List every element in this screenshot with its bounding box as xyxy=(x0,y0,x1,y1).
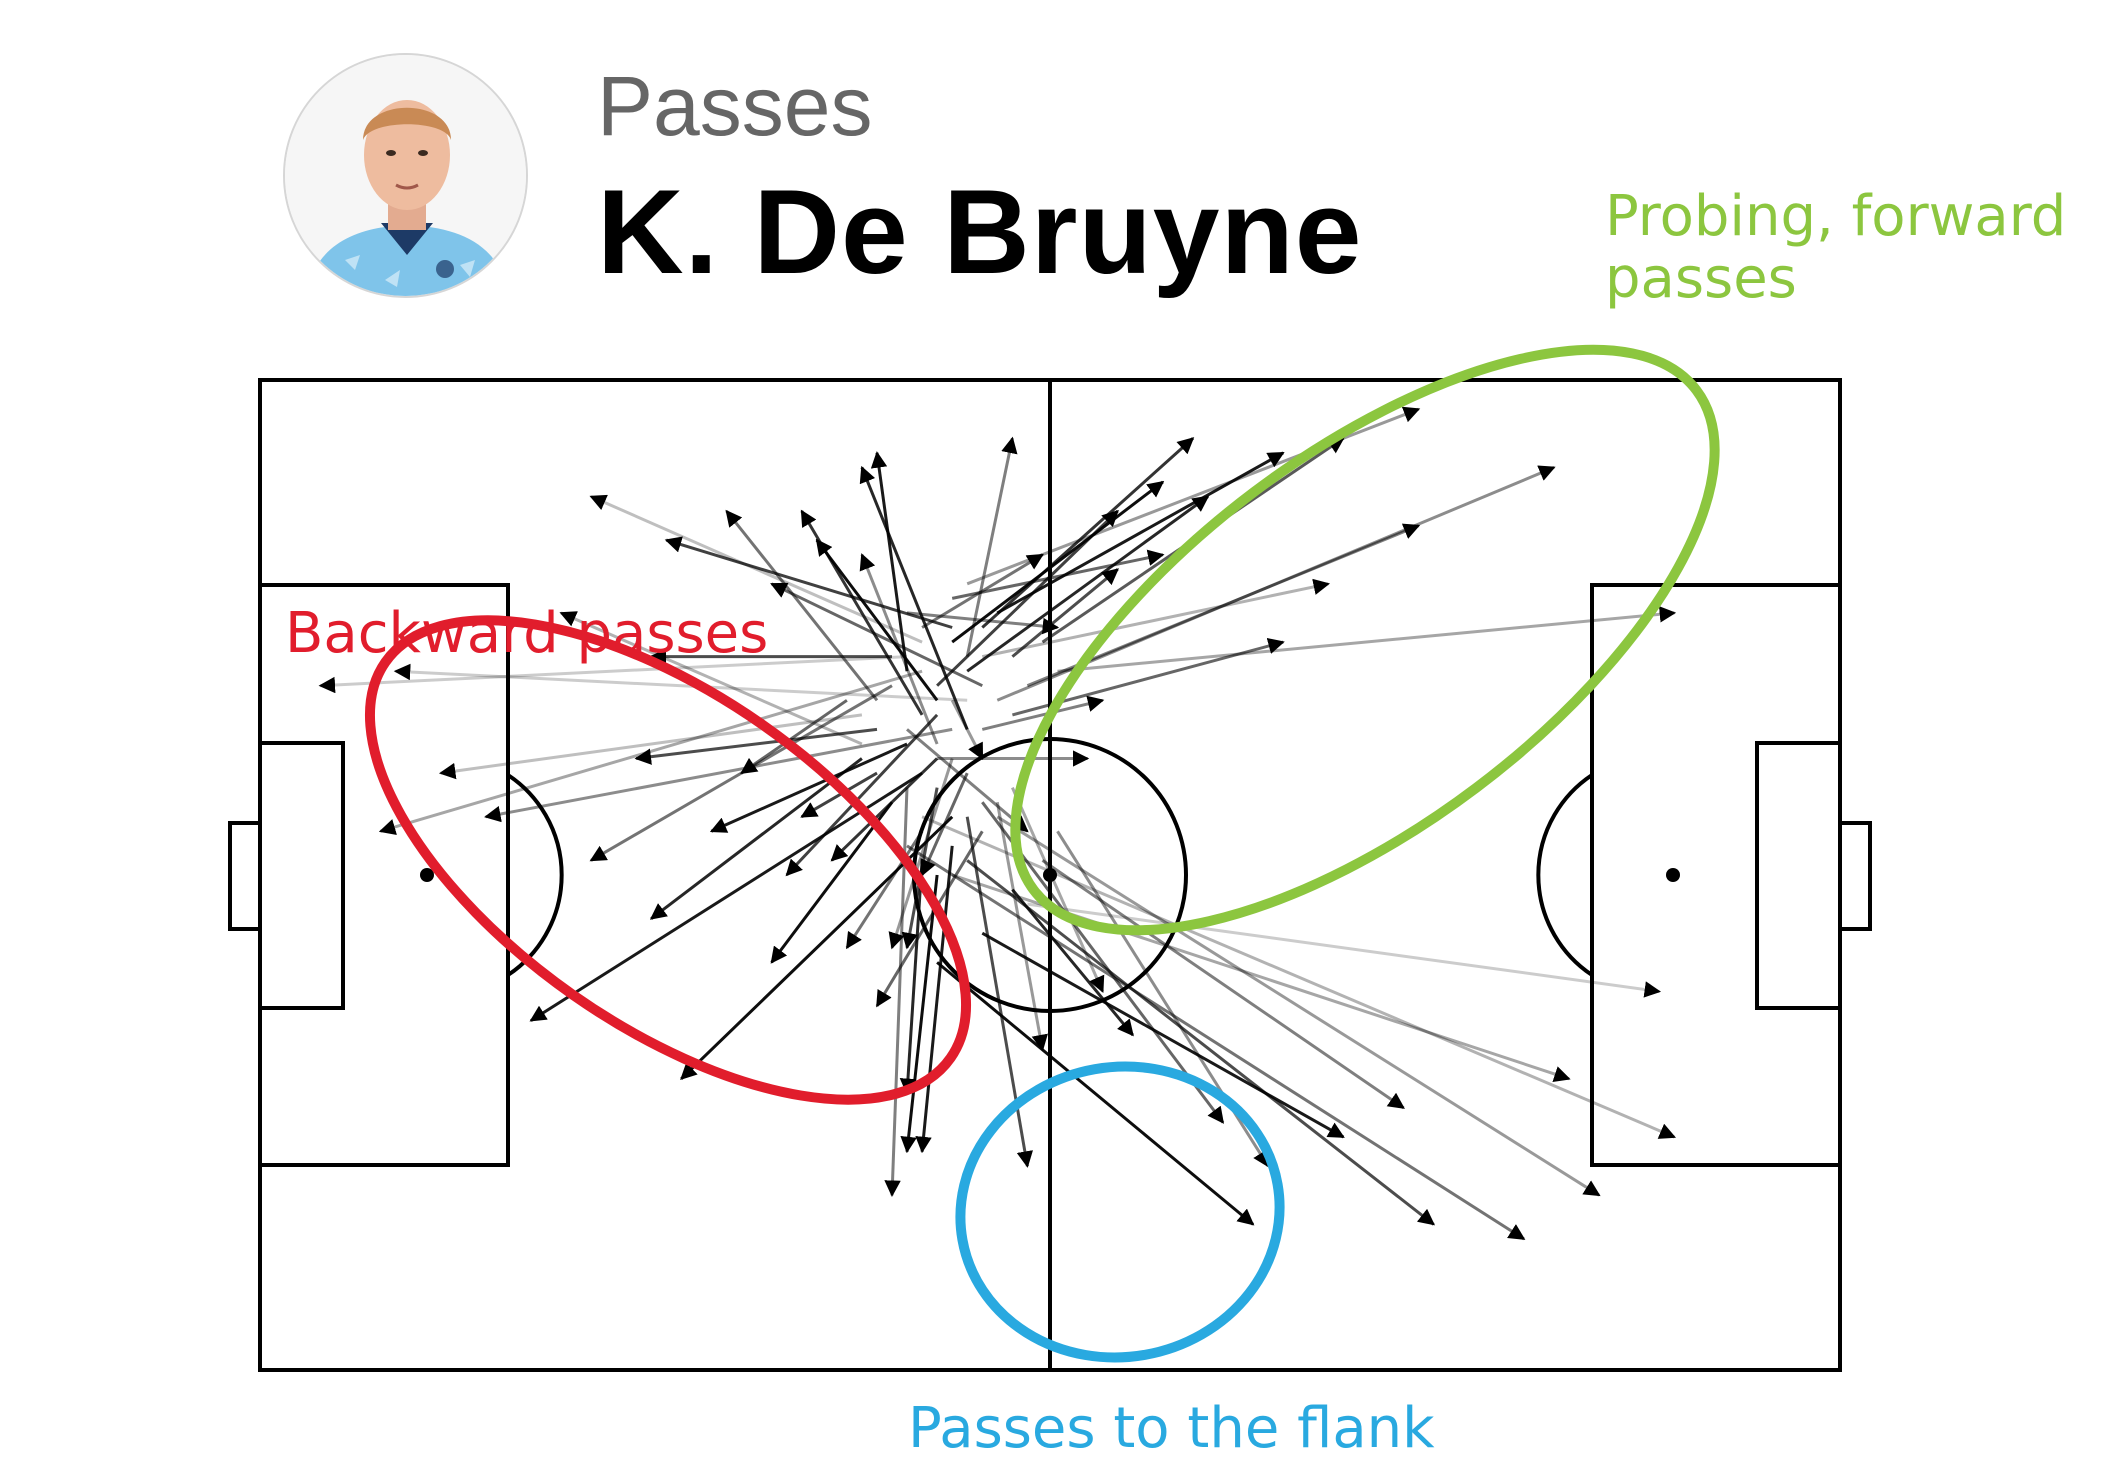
pass-arrow xyxy=(664,536,953,629)
pass-arrow xyxy=(981,437,1195,629)
pass-arrow xyxy=(996,815,1601,1197)
pass-arrow xyxy=(589,684,893,862)
left-goal xyxy=(228,821,262,931)
pass-arrow xyxy=(906,844,1526,1241)
flank-passes-label: Passes to the flank xyxy=(908,1396,1435,1461)
pass-arrow xyxy=(996,451,1285,615)
flank-passes-annotation: Passes to the flank xyxy=(908,1398,1435,1460)
pass-arrow xyxy=(870,451,909,672)
pass-arrow xyxy=(1026,523,1421,688)
pass-arrow xyxy=(770,582,983,688)
pass-arrow xyxy=(951,549,1165,600)
pass-arrow xyxy=(1027,902,1662,998)
pass-arrow xyxy=(1011,568,1119,658)
pass-arrow xyxy=(770,801,894,964)
forward-passes-label-line1: Probing, forward xyxy=(1605,184,2067,249)
pass-arrow xyxy=(845,830,924,950)
pass-arrow xyxy=(800,509,924,716)
pass-arrow xyxy=(920,772,969,877)
pass-arrow xyxy=(378,669,923,836)
left-six-yard-box xyxy=(258,741,345,1010)
forward-passes-annotation: Probing, forward passes xyxy=(1605,186,2066,309)
passes xyxy=(318,406,1677,1241)
pass-arrow xyxy=(559,611,863,746)
right-penalty-arc xyxy=(1536,773,1594,977)
pass-arrow xyxy=(725,509,879,702)
pass-arrow xyxy=(529,771,923,1022)
pass-arrow xyxy=(709,742,908,833)
player-photo xyxy=(283,53,528,298)
pass-arrow xyxy=(981,695,1105,731)
forward-passes-label-line2: passes xyxy=(1605,245,1797,311)
pass-arrow xyxy=(1041,859,1405,1110)
forward-passes-ellipse xyxy=(1010,344,1720,936)
pass-arrow xyxy=(815,538,939,702)
pass-arrow xyxy=(921,815,1677,1139)
pass-arrow xyxy=(438,713,863,780)
left-penalty-spot xyxy=(420,868,434,882)
pass-arrow xyxy=(875,830,984,1008)
pitch-spots xyxy=(420,868,1680,882)
pass-arrow xyxy=(966,406,1421,586)
backward-passes-annotation: Backward passes xyxy=(285,603,768,665)
pass-arrow xyxy=(966,859,1436,1226)
pass-arrow xyxy=(950,699,984,760)
pass-arrow xyxy=(899,860,924,1096)
right-six-yard-box xyxy=(1755,741,1842,1010)
pass-arrow xyxy=(589,494,923,644)
pass-arrow xyxy=(859,465,969,730)
pass-arrow xyxy=(888,758,954,950)
pass-arrow xyxy=(981,578,1331,659)
center-spot xyxy=(1043,868,1057,882)
right-penalty-spot xyxy=(1666,868,1680,882)
highlight-ellipses xyxy=(364,344,1720,1363)
pass-arrow xyxy=(906,728,1029,833)
pass-arrow xyxy=(740,699,848,775)
pass-arrow xyxy=(318,655,908,694)
backward-passes-ellipse xyxy=(364,615,972,1105)
right-penalty-box xyxy=(1590,583,1842,1167)
pass-arrow xyxy=(965,436,1018,657)
pass-arrow xyxy=(859,553,939,745)
pass-arrow xyxy=(1011,888,1134,1037)
right-goal xyxy=(1838,821,1872,931)
flank-passes-ellipse xyxy=(955,1061,1285,1363)
backward-passes-label: Backward passes xyxy=(285,601,769,666)
pass-arrow xyxy=(981,931,1345,1139)
pass-arrow xyxy=(1057,606,1677,673)
player-portrait-icon xyxy=(285,55,526,296)
pass-arrow xyxy=(785,713,939,877)
pass-arrow xyxy=(634,727,878,765)
page-kicker: Passes xyxy=(597,59,873,153)
pass-arrow xyxy=(830,757,939,862)
pass-arrow xyxy=(800,771,878,819)
pass-arrow xyxy=(951,480,1165,644)
pass-arrow xyxy=(649,757,863,920)
pass-arrow xyxy=(484,727,953,823)
pass-arrow xyxy=(995,801,1048,1052)
pass-arrow xyxy=(915,845,954,1154)
pass-arrow xyxy=(966,495,1210,673)
pass-arrow xyxy=(936,961,1255,1226)
pass-arrow xyxy=(906,611,1060,635)
player-name: K. De Bruyne xyxy=(597,165,1363,299)
left-penalty-arc xyxy=(506,773,564,977)
pass-arrow xyxy=(900,874,939,1154)
